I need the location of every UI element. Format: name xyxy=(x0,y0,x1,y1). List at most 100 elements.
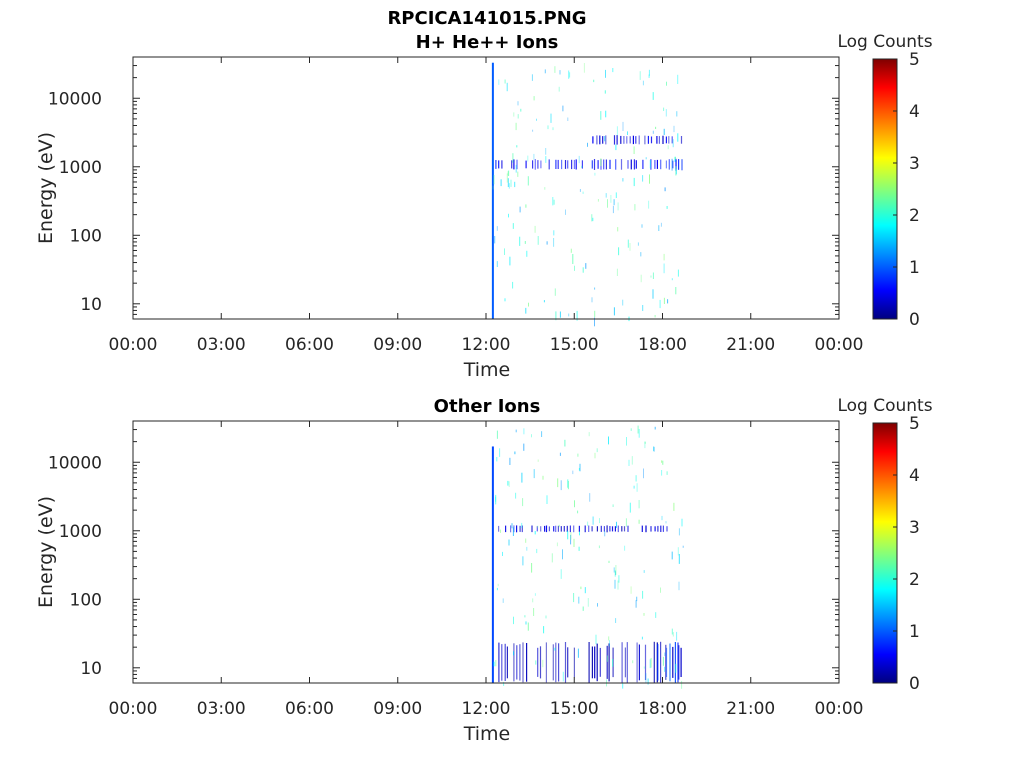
x-tick-label: 00:00 xyxy=(109,699,158,719)
spectrogram-cell xyxy=(495,660,497,667)
spectrogram-cell xyxy=(594,452,596,459)
spectrogram-cell xyxy=(588,525,590,532)
spectrogram-cell xyxy=(672,160,674,169)
spectrogram-cell xyxy=(501,644,503,681)
spectrogram-cell xyxy=(603,526,605,532)
x-tick-label: 09:00 xyxy=(373,699,422,719)
colorbar-tick-label: 4 xyxy=(909,466,920,486)
spectrogram-cell xyxy=(666,206,668,209)
spectrogram-cell xyxy=(615,144,617,151)
spectrogram-cell xyxy=(623,136,625,144)
spectrogram-cell xyxy=(535,660,537,665)
spectrogram-cell xyxy=(545,156,547,163)
spectrogram-cell xyxy=(496,430,498,439)
x-tick-label: 18:00 xyxy=(638,699,687,719)
spectrogram-cell xyxy=(515,122,517,131)
spectrogram-cell xyxy=(524,615,526,618)
spectrogram-cell xyxy=(643,468,644,479)
spectrogram-cell xyxy=(514,451,516,455)
spectrogram-cell xyxy=(607,655,608,662)
spectrogram-cell xyxy=(635,136,637,144)
spectrogram-cell xyxy=(511,160,513,169)
spectrogram-cell xyxy=(503,682,505,686)
spectrogram-cell xyxy=(664,652,666,656)
spectrogram-cell xyxy=(620,159,623,170)
spectrogram-cell xyxy=(494,236,496,244)
spectrogram-cell xyxy=(676,631,678,641)
spectrogram-cell xyxy=(641,525,643,532)
spectrogram-cell xyxy=(642,590,644,599)
spectrogram-cell xyxy=(682,545,684,548)
spectrogram-cell xyxy=(513,159,515,170)
spectrogram-cell xyxy=(526,250,528,257)
spectrogram-cell xyxy=(638,500,640,509)
spectrogram-cell xyxy=(655,612,657,618)
spectrogram-cell xyxy=(563,526,565,532)
spectrogram-cell xyxy=(532,129,534,132)
spectrogram-cell xyxy=(532,598,534,603)
spectrogram-cell xyxy=(554,288,556,296)
spectrogram-cell xyxy=(667,145,669,150)
spectrogram-cell xyxy=(587,598,589,607)
spectrogram-cell xyxy=(587,521,589,526)
spectrogram-cell xyxy=(513,643,515,682)
x-tick-label: 06:00 xyxy=(285,335,334,355)
spectrogram-cell xyxy=(507,178,509,187)
spectrogram-cell xyxy=(645,157,647,160)
spectrogram-cell xyxy=(533,469,535,479)
spectrogram-cell xyxy=(597,603,598,607)
y-axis-label: Energy (eV) xyxy=(35,132,57,244)
y-tick-label: 100 xyxy=(70,226,102,246)
spectrogram-cell xyxy=(622,121,624,131)
spectrogram-cell xyxy=(665,647,668,677)
spectrogram-cell xyxy=(592,516,594,525)
spectrogram-cell xyxy=(560,480,562,491)
spectrogram-cell xyxy=(668,136,670,144)
spectrogram-cell xyxy=(616,521,617,528)
spectrogram-cell xyxy=(568,313,570,317)
spectrogram-cell xyxy=(528,302,529,307)
x-tick-label: 15:00 xyxy=(550,335,599,355)
spectrogram-cell xyxy=(559,452,561,456)
spectrogram-cell xyxy=(519,236,521,246)
spectrogram-cell xyxy=(588,432,590,437)
spectrogram-cell xyxy=(498,79,500,85)
spectrogram-cell xyxy=(637,242,639,246)
spectrogram-cell xyxy=(609,640,610,647)
spectrogram-cell xyxy=(567,647,569,678)
spectrogram-cell xyxy=(678,159,680,170)
spectrogram-cell xyxy=(545,148,547,155)
spectrogram-cell xyxy=(548,526,550,532)
spectrogram-cell xyxy=(665,521,667,524)
x-tick-label: 00:00 xyxy=(815,699,864,719)
spectrogram-cell xyxy=(515,492,517,499)
spectrogram-cell xyxy=(591,214,593,222)
spectrogram-cell xyxy=(573,593,575,603)
spectrogram-cell xyxy=(536,526,538,532)
spectrogram-cell xyxy=(675,169,677,175)
spectrogram-cell xyxy=(525,538,527,543)
spectrogram-data xyxy=(491,425,684,689)
spectrogram-cell xyxy=(638,644,640,681)
spectrogram-cell xyxy=(655,126,657,129)
spectrogram-cell xyxy=(605,135,607,145)
spectrogram-cell xyxy=(602,136,604,144)
spectrogram-cell xyxy=(669,643,671,682)
spectrogram-cell xyxy=(592,217,594,222)
spectrogram-cell xyxy=(624,545,626,551)
colorbar-tick-label: 0 xyxy=(909,674,920,694)
y-tick-label: 10000 xyxy=(48,89,102,109)
spectrogram-cell xyxy=(604,531,606,537)
spectrogram-cell xyxy=(611,526,614,532)
spectrogram-cell xyxy=(498,160,500,169)
spectrogram-cell xyxy=(565,209,566,215)
colorbar-tick-label: 1 xyxy=(909,622,920,642)
spectrogram-cell xyxy=(642,175,644,182)
spectrogram-cell xyxy=(567,160,569,169)
spectrogram-cell xyxy=(677,547,679,556)
spectrogram-cell xyxy=(654,160,656,169)
spectrogram-cell xyxy=(596,526,598,532)
spectrogram-cell xyxy=(546,241,548,245)
spectrogram-cell xyxy=(605,159,607,170)
spectrogram-cell xyxy=(505,525,507,533)
